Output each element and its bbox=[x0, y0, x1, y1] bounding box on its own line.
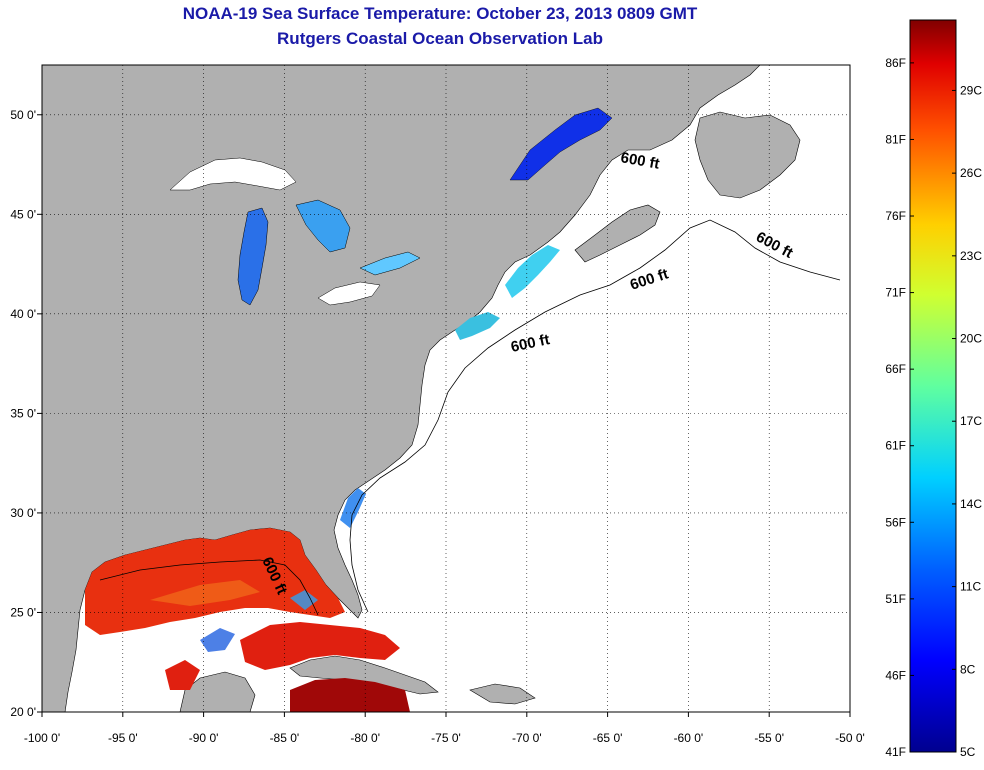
isobath-label: 600 ft bbox=[619, 149, 661, 173]
colorbar-c-label: 8C bbox=[960, 662, 976, 676]
lat-tick-label: 25 0' bbox=[10, 605, 36, 619]
colorbar-c-label: 20C bbox=[960, 332, 982, 346]
colorbar-c-label: 11C bbox=[960, 580, 981, 594]
lon-tick-label: -80 0' bbox=[350, 731, 380, 745]
colorbar-c-label: 29C bbox=[960, 83, 982, 97]
lat-tick-label: 30 0' bbox=[10, 506, 36, 520]
lon-tick-label: -50 0' bbox=[835, 731, 865, 745]
lake-ontario bbox=[317, 281, 381, 306]
sst-straits-florida bbox=[240, 622, 400, 670]
sst-gulf-of-mexico bbox=[85, 528, 345, 635]
isobath-gulf bbox=[99, 559, 319, 616]
sst-mid-atlantic bbox=[455, 312, 500, 340]
land-nova-scotia bbox=[574, 204, 661, 263]
lon-tick-label: -100 0' bbox=[24, 731, 60, 745]
isobath-600ft bbox=[349, 219, 841, 613]
colorbar-f-label: 56F bbox=[885, 515, 906, 529]
map-subtitle: Rutgers Coastal Ocean Observation Lab bbox=[277, 29, 603, 48]
lat-tick-label: 40 0' bbox=[10, 307, 36, 321]
sst-gulf-patches bbox=[150, 580, 260, 606]
colorbar-f-label: 76F bbox=[885, 209, 906, 223]
lon-tick-label: -85 0' bbox=[270, 731, 300, 745]
sst-gulf-of-maine bbox=[505, 245, 560, 298]
lake-superior bbox=[169, 157, 297, 191]
sst-southeast-coast bbox=[340, 488, 366, 528]
colorbar-f-label: 61F bbox=[885, 439, 906, 453]
colorbar-c-label: 17C bbox=[960, 414, 982, 428]
sst-red-patch-1 bbox=[165, 660, 200, 690]
land-hispaniola bbox=[469, 683, 536, 705]
lon-tick-label: -95 0' bbox=[108, 731, 138, 745]
lon-tick-label: -90 0' bbox=[189, 731, 219, 745]
colorbar-f-label: 81F bbox=[885, 132, 906, 146]
colorbar-f-label: 41F bbox=[885, 745, 906, 759]
axis-tick-labels: -100 0' -95 0' -90 0' -85 0' -80 0' -75 0' -70… bbox=[10, 108, 864, 745]
lon-tick-label: -65 0' bbox=[593, 731, 623, 745]
colorbar-f-label: 66F bbox=[885, 362, 906, 376]
lon-tick-label: -70 0' bbox=[512, 731, 542, 745]
graticule bbox=[37, 65, 851, 717]
lat-tick-label: 35 0' bbox=[10, 406, 36, 420]
map-title: NOAA-19 Sea Surface Temperature: October… bbox=[182, 4, 698, 23]
lat-tick-label: 45 0' bbox=[10, 207, 36, 221]
lon-tick-label: -75 0' bbox=[431, 731, 461, 745]
sst-gulf-st-lawrence bbox=[509, 107, 613, 181]
lon-tick-label: -55 0' bbox=[754, 731, 784, 745]
lon-tick-label: -60 0' bbox=[674, 731, 704, 745]
colorbar-f-label: 71F bbox=[885, 286, 906, 300]
colorbar-labels: 86F 81F 76F 71F 66F 61F 56F 51F 46F 41F 29C 26C 23C 2… bbox=[885, 56, 982, 759]
colorbar-c-label: 26C bbox=[960, 166, 982, 180]
land-newfoundland bbox=[694, 111, 801, 199]
lat-tick-label: 50 0' bbox=[10, 108, 36, 122]
sst-blue-patch-2 bbox=[290, 590, 318, 610]
colorbar bbox=[909, 19, 957, 753]
lake-huron bbox=[295, 199, 351, 253]
lake-michigan bbox=[237, 207, 269, 306]
colorbar-f-label: 46F bbox=[885, 668, 906, 682]
colorbar-c-label: 5C bbox=[960, 745, 976, 759]
colorbar-f-label: 86F bbox=[885, 56, 906, 70]
lat-tick-label: 20 0' bbox=[10, 705, 36, 719]
sst-caribbean bbox=[290, 678, 410, 712]
colorbar-c-label: 14C bbox=[960, 497, 982, 511]
colorbar-c-label: 23C bbox=[960, 249, 982, 263]
lake-erie bbox=[359, 251, 421, 276]
land-cuba bbox=[289, 655, 439, 695]
sst-blue-patch-1 bbox=[200, 628, 235, 652]
colorbar-f-label: 51F bbox=[885, 592, 906, 606]
